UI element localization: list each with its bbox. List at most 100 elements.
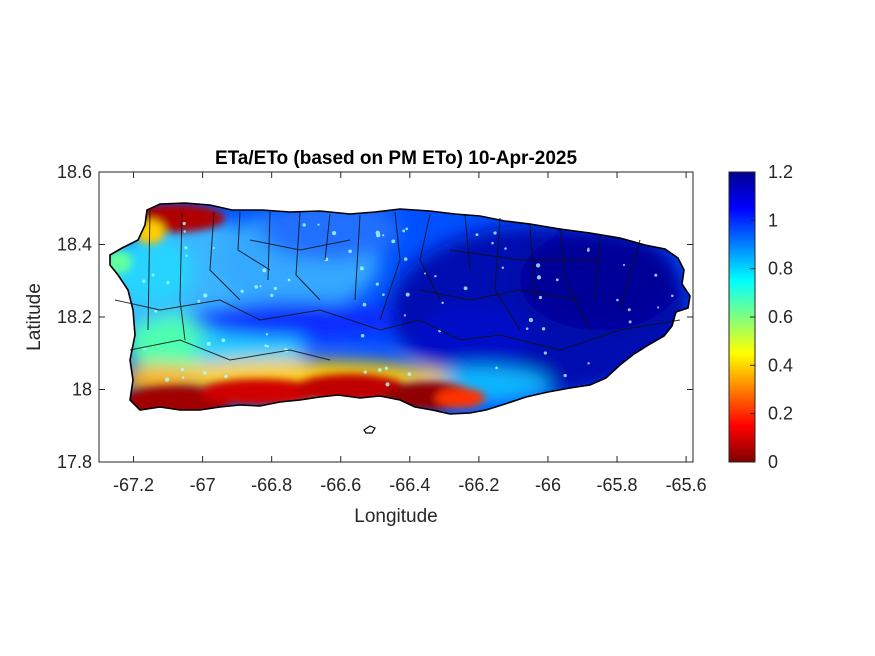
speckle-dot	[254, 285, 259, 289]
speckle-dot	[182, 221, 186, 226]
speckle-dot	[359, 266, 364, 271]
speckle-dot	[405, 292, 410, 297]
speckle-dot	[164, 377, 170, 382]
speckle-dot	[266, 345, 269, 348]
speckle-dot	[407, 372, 412, 376]
speckle-dot	[622, 263, 626, 266]
speckle-dot	[375, 282, 379, 286]
speckle-dot	[264, 344, 268, 348]
speckle-dot	[262, 268, 267, 273]
colorbar-tick-label: 1	[768, 210, 778, 230]
speckle-dot	[203, 371, 207, 375]
speckle-dot	[273, 286, 277, 290]
speckle-dot	[403, 257, 408, 261]
speckle-dot	[142, 279, 146, 283]
y-tick-label: 18.4	[57, 235, 92, 255]
colorbar-ticks: 0 0.2 0.4 0.6 0.8 1 1.2	[750, 162, 793, 472]
island-heatmap	[110, 203, 690, 414]
x-tick-label: -66.8	[251, 475, 292, 495]
speckle-dot	[525, 327, 529, 330]
speckle-dot	[317, 223, 320, 226]
speckle-dot	[181, 376, 185, 379]
speckle-dot	[302, 223, 306, 227]
colorbar-tick-label: 0.8	[768, 259, 793, 279]
speckle-dot	[563, 373, 567, 378]
chart-title: ETa/ETo (based on PM ETo) 10-Apr-2025	[215, 148, 578, 169]
speckle-dot	[384, 366, 389, 370]
speckle-dot	[463, 286, 468, 291]
speckle-dot	[535, 263, 541, 268]
speckle-dot	[528, 317, 534, 323]
speckle-dot	[385, 382, 390, 387]
x-tick-label: -66.6	[320, 475, 361, 495]
speckle-dot	[616, 298, 619, 302]
colorbar-tick-label: 0.4	[768, 355, 793, 375]
speckle-dot	[538, 295, 543, 300]
speckle-dot	[265, 333, 269, 336]
x-tick-label: -65.6	[666, 475, 707, 495]
speckle-dot	[375, 230, 380, 235]
speckle-dot	[377, 368, 382, 372]
speckle-dot	[403, 314, 406, 317]
speckle-dot	[382, 293, 385, 297]
speckle-dot	[184, 246, 188, 250]
speckle-dot	[224, 374, 228, 379]
y-tick-label: 18	[72, 380, 92, 400]
speckle-dot	[270, 293, 274, 297]
y-tick-label: 18.6	[57, 162, 92, 182]
speckle-dot	[151, 273, 155, 277]
speckle-dot	[180, 367, 185, 372]
x-tick-label: -66.2	[458, 475, 499, 495]
speckle-dot	[402, 229, 406, 233]
speckle-dot	[348, 249, 352, 254]
speckle-dot	[587, 362, 590, 365]
y-tick-label: 18.2	[57, 307, 92, 327]
islet-outline	[363, 425, 376, 434]
speckle-dot	[423, 272, 426, 275]
x-tick-label: -66	[535, 475, 561, 495]
speckle-dot	[441, 301, 444, 305]
y-axis-ticks: 17.8 18 18.2 18.4 18.6	[57, 162, 693, 472]
speckle-dot	[536, 275, 542, 280]
speckle-dot	[405, 227, 409, 231]
speckle-dot	[362, 302, 367, 307]
speckle-dot	[501, 266, 505, 269]
x-tick-label: -66.4	[389, 475, 430, 495]
speckle-dot	[287, 278, 291, 282]
speckle-dot	[143, 347, 147, 351]
speckle-dot	[495, 366, 498, 370]
speckle-dot	[670, 294, 674, 298]
speckle-dot	[504, 247, 507, 250]
speckle-dot	[259, 285, 262, 288]
speckle-dot	[434, 274, 437, 278]
speckle-dot	[475, 233, 479, 237]
speckle-dot	[382, 234, 385, 237]
speckle-dot	[657, 306, 660, 309]
speckle-dot	[555, 278, 559, 282]
speckle-dot	[212, 246, 215, 249]
colorbar-tick-label: 0	[768, 452, 778, 472]
speckle-dot	[543, 351, 547, 355]
x-tick-label: -67	[190, 475, 216, 495]
speckle-dot	[586, 248, 590, 252]
x-tick-label: -65.8	[597, 475, 638, 495]
speckle-dot	[185, 254, 188, 257]
y-tick-label: 17.8	[57, 452, 92, 472]
speckle-dot	[183, 230, 186, 233]
x-axis-label: Longitude	[354, 506, 437, 527]
speckle-dot	[154, 309, 157, 313]
island-coastline	[109, 202, 691, 415]
colorbar-tick-label: 0.6	[768, 307, 793, 327]
speckle-dot	[206, 341, 211, 346]
colorbar-tick-label: 0.2	[768, 404, 793, 424]
speckle-dot	[541, 327, 546, 331]
colorbar-tick-label: 1.2	[768, 162, 793, 182]
speckle-dot	[221, 338, 226, 343]
speckle-dot	[360, 333, 365, 338]
speckle-dot	[363, 370, 367, 374]
speckle-dot	[493, 231, 497, 235]
speckle-dot	[491, 241, 494, 245]
speckle-dot	[627, 308, 631, 312]
speckle-dot	[203, 293, 208, 298]
